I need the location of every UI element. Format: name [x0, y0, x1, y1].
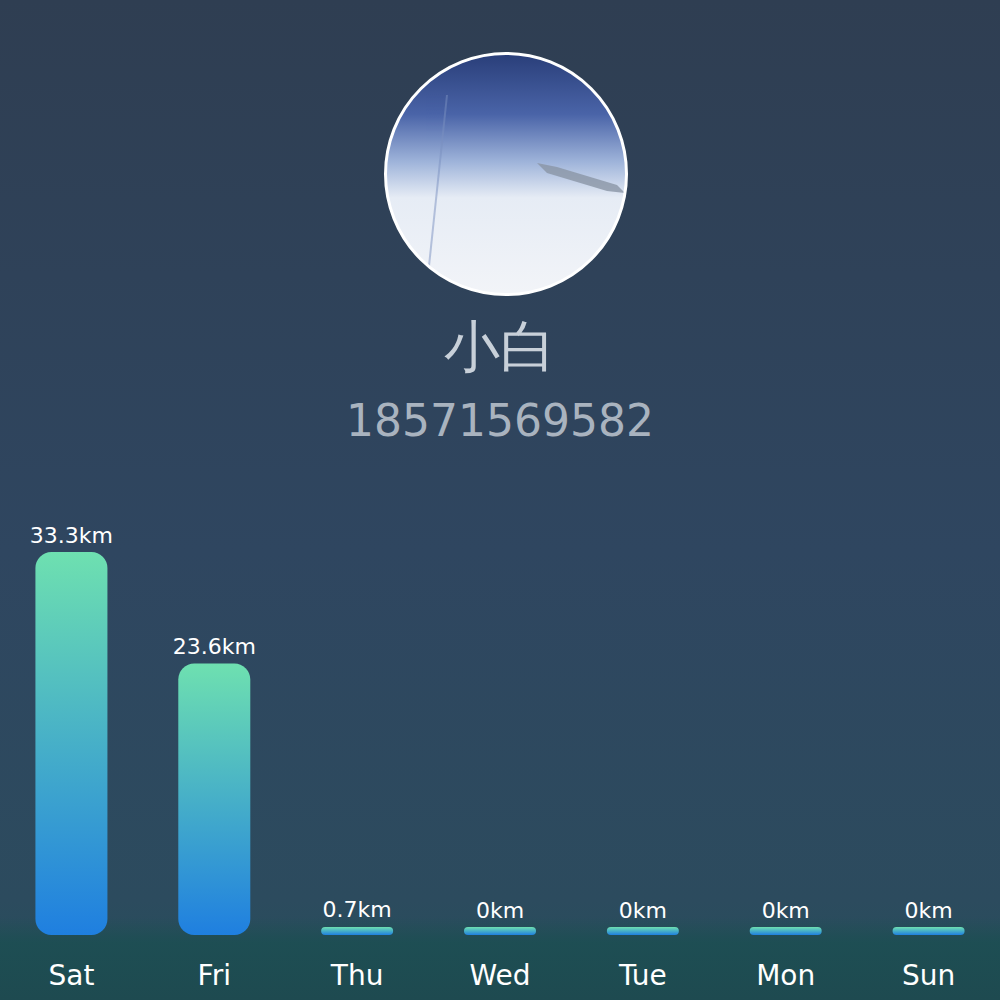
svg-text:0km: 0km	[904, 898, 952, 923]
svg-text:Fri: Fri	[198, 959, 231, 992]
svg-text:Sun: Sun	[902, 959, 955, 992]
svg-text:0km: 0km	[476, 898, 524, 923]
svg-text:Mon: Mon	[756, 959, 815, 992]
svg-text:33.3km: 33.3km	[30, 523, 113, 548]
svg-text:23.6km: 23.6km	[173, 634, 256, 659]
svg-text:0km: 0km	[619, 898, 667, 923]
svg-text:Wed: Wed	[469, 959, 530, 992]
html-text:小白: 小白	[444, 314, 556, 379]
svg-text:Sat: Sat	[48, 959, 94, 992]
svg-text:0km: 0km	[762, 898, 810, 923]
svg-text:Thu: Thu	[330, 959, 384, 992]
svg-text:0.7km: 0.7km	[323, 897, 392, 922]
svg-text:Tue: Tue	[618, 959, 667, 992]
html-text:18571569582: 18571569582	[346, 395, 654, 446]
